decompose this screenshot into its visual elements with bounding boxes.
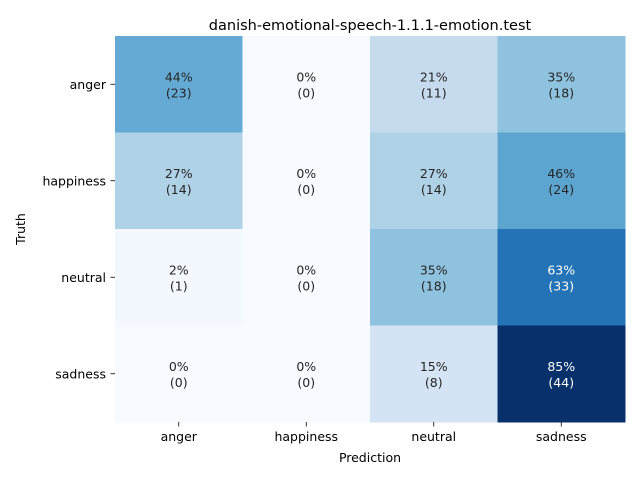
y-axis-ticks: anger happiness neutral sadness xyxy=(42,77,115,381)
cell-percent-label-0-3: 35% xyxy=(547,69,575,84)
heatmap-cell-1-0 xyxy=(115,132,243,230)
cell-count-label-3-3: (44) xyxy=(548,375,574,390)
cell-count-label-3-0: (0) xyxy=(170,375,188,390)
cell-percent-label-1-0: 27% xyxy=(165,166,193,181)
heatmap-cell-0-3 xyxy=(497,36,626,133)
heatmap-cell-2-1 xyxy=(242,229,371,326)
cell-percent-label-1-3: 46% xyxy=(547,166,575,181)
cell-count-label-0-3: (18) xyxy=(548,85,574,100)
cell-count-label-3-1: (0) xyxy=(297,375,315,390)
x-tick-label-2: neutral xyxy=(411,429,456,444)
cell-percent-label-3-2: 15% xyxy=(420,359,448,374)
cell-percent-label-3-1: 0% xyxy=(296,359,316,374)
x-axis-ticks: anger happiness neutral sadness xyxy=(161,422,587,444)
y-tick-label-0: anger xyxy=(70,77,107,92)
heatmap-cells: 44%(23)0%(0)21%(11)35%(18)27%(14)0%(0)27… xyxy=(115,36,626,423)
heatmap-cell-2-3 xyxy=(497,229,626,326)
heatmap-cell-1-3 xyxy=(497,132,626,230)
cell-percent-label-2-3: 63% xyxy=(547,262,575,277)
cell-percent-label-0-0: 44% xyxy=(165,69,193,84)
cell-percent-label-0-1: 0% xyxy=(296,69,316,84)
cell-percent-label-2-0: 2% xyxy=(169,262,189,277)
x-tick-label-1: happiness xyxy=(274,429,338,444)
x-tick-label-3: sadness xyxy=(536,429,587,444)
heatmap-cell-3-3 xyxy=(497,325,626,423)
heatmap-cell-0-1 xyxy=(242,36,371,133)
cell-count-label-2-3: (33) xyxy=(548,278,574,293)
y-tick-label-2: neutral xyxy=(61,270,106,285)
heatmap-cell-3-0 xyxy=(115,325,243,423)
cell-count-label-1-2: (14) xyxy=(421,182,447,197)
cell-percent-label-0-2: 21% xyxy=(420,69,448,84)
heatmap-cell-1-1 xyxy=(242,132,371,230)
cell-count-label-0-1: (0) xyxy=(297,85,315,100)
cell-percent-label-1-2: 27% xyxy=(420,166,448,181)
cell-percent-label-2-2: 35% xyxy=(420,262,448,277)
heatmap-cell-3-1 xyxy=(242,325,371,423)
heatmap-cell-1-2 xyxy=(370,132,498,230)
x-axis-label: Prediction xyxy=(339,450,401,465)
heatmap-cell-2-0 xyxy=(115,229,243,326)
chart-title: danish-emotional-speech-1.1.1-emotion.te… xyxy=(209,18,532,34)
y-tick-label-1: happiness xyxy=(42,173,106,188)
cell-count-label-3-2: (8) xyxy=(425,375,443,390)
cell-count-label-1-3: (24) xyxy=(548,182,574,197)
heatmap-cell-0-0 xyxy=(115,36,243,133)
cell-count-label-2-2: (18) xyxy=(421,278,447,293)
y-axis-label: Truth xyxy=(13,213,28,246)
heatmap-cell-0-2 xyxy=(370,36,498,133)
cell-count-label-2-1: (0) xyxy=(297,278,315,293)
y-tick-label-3: sadness xyxy=(55,366,106,381)
cell-count-label-0-2: (11) xyxy=(421,85,447,100)
cell-count-label-0-0: (23) xyxy=(166,85,192,100)
x-tick-label-0: anger xyxy=(161,429,198,444)
heatmap-cell-2-2 xyxy=(370,229,498,326)
heatmap-cell-3-2 xyxy=(370,325,498,423)
cell-percent-label-2-1: 0% xyxy=(296,262,316,277)
cell-percent-label-3-3: 85% xyxy=(547,359,575,374)
cell-count-label-1-0: (14) xyxy=(166,182,192,197)
cell-count-label-2-0: (1) xyxy=(170,278,188,293)
cell-count-label-1-1: (0) xyxy=(297,182,315,197)
cell-percent-label-3-0: 0% xyxy=(169,359,189,374)
cell-percent-label-1-1: 0% xyxy=(296,166,316,181)
